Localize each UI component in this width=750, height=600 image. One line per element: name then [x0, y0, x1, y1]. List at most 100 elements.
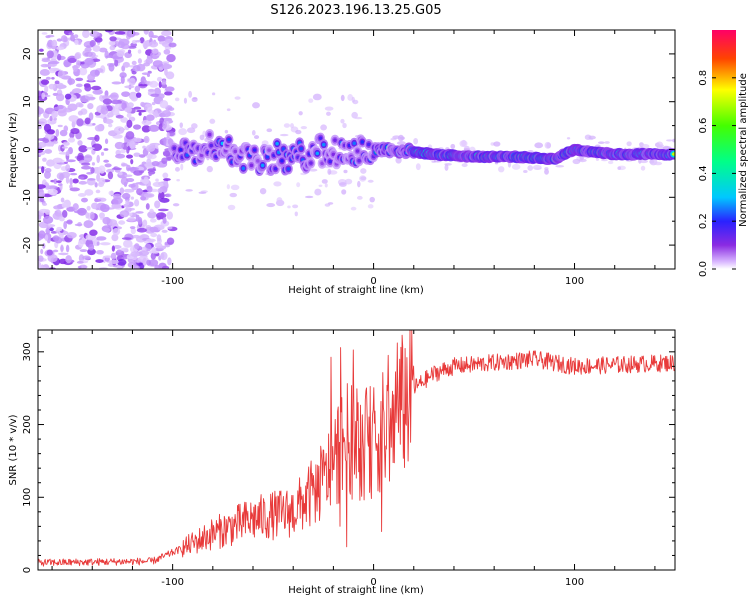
snr-xlabel: Height of straight line (km) [288, 585, 424, 596]
heatmap-cell [148, 41, 159, 48]
heatmap-cell [283, 123, 291, 128]
heatmap-cell [275, 141, 279, 146]
heatmap-cell [38, 141, 47, 148]
heatmap-cell [94, 198, 102, 203]
heatmap-cell [121, 256, 128, 260]
heatmap-cell [125, 131, 135, 140]
heatmap-cell [44, 85, 49, 93]
heatmap-cell [77, 266, 82, 269]
heatmap-cell [49, 227, 54, 232]
heatmap-cell [135, 39, 141, 43]
heatmap-cell [51, 110, 58, 119]
heatmap-cell [140, 195, 147, 201]
heatmap-cell [148, 124, 160, 132]
heatmap-cell [146, 73, 151, 77]
heatmap-cell [80, 95, 91, 103]
heatmap-cell [59, 173, 64, 181]
heatmap-cell [148, 173, 152, 177]
spectrogram-ytick-label: 20 [22, 48, 33, 61]
colorbar-tick-label: 0.8 [698, 70, 709, 86]
heatmap-cell [61, 202, 67, 208]
heatmap-cell [94, 37, 103, 43]
heatmap-cell [198, 191, 207, 195]
heatmap-cell [122, 61, 130, 68]
heatmap-cell [84, 84, 92, 92]
heatmap-cell [61, 210, 68, 218]
heatmap-cell [54, 209, 62, 217]
heatmap-cell [132, 64, 141, 72]
spectrogram-xlabel: Height of straight line (km) [288, 285, 424, 296]
heatmap-cell [595, 157, 600, 162]
heatmap-cell [109, 45, 116, 51]
heatmap-cell [146, 238, 156, 243]
heatmap-cell [178, 147, 183, 152]
heatmap-cell [143, 79, 147, 83]
heatmap-cell [95, 115, 106, 119]
heatmap-cell [119, 72, 127, 79]
heatmap-cell [154, 109, 159, 118]
heatmap-cell [151, 246, 157, 254]
heatmap-cell [126, 112, 132, 118]
heatmap-cell [276, 197, 283, 204]
snr-panel: -100 0 100 0 100 200 300 Height of strai… [8, 329, 676, 596]
heatmap-cell [60, 244, 64, 253]
heatmap-cell [125, 200, 130, 206]
heatmap-cell [160, 251, 168, 261]
heatmap-cell [298, 111, 303, 116]
heatmap-cell [46, 226, 51, 230]
heatmap-cell [165, 39, 173, 43]
heatmap-cell [84, 117, 91, 125]
heatmap-cell [350, 206, 357, 211]
heatmap-cell [151, 48, 159, 54]
heatmap-cell [120, 75, 125, 84]
heatmap-cell [148, 259, 159, 267]
heatmap-cell [155, 142, 159, 150]
heatmap-cell [111, 203, 122, 209]
heatmap-cell [91, 85, 102, 91]
heatmap-cell [138, 83, 148, 87]
heatmap-cell [135, 235, 146, 243]
heatmap-cell [57, 124, 63, 128]
heatmap-cell [166, 211, 173, 220]
heatmap-cell [84, 189, 94, 196]
heatmap-cell [108, 40, 116, 46]
heatmap-cell [61, 146, 68, 149]
heatmap-cell [162, 120, 167, 129]
heatmap-cell [67, 57, 77, 63]
heatmap-cell [100, 107, 109, 115]
heatmap-cell [111, 167, 123, 171]
heatmap-cell [38, 107, 45, 115]
heatmap-cell [126, 154, 133, 159]
heatmap-cell [58, 151, 69, 155]
heatmap-cell [666, 139, 673, 142]
heatmap-cell [300, 126, 308, 130]
heatmap-cell [352, 99, 359, 105]
heatmap-cell [161, 157, 168, 164]
heatmap-cell [85, 147, 95, 150]
heatmap-cell [367, 204, 374, 209]
heatmap-cell [135, 92, 142, 98]
heatmap-cell [352, 141, 357, 146]
heatmap-cell [511, 163, 521, 170]
heatmap-cell [133, 137, 142, 143]
heatmap-cell [108, 94, 118, 98]
heatmap-cell [172, 146, 177, 150]
heatmap-cell [142, 257, 148, 266]
heatmap-cell [192, 97, 198, 100]
heatmap-cell [117, 259, 127, 266]
heatmap-cell [118, 171, 123, 176]
heatmap-cell [273, 181, 282, 187]
heatmap-cell [273, 166, 278, 171]
heatmap-cell [318, 136, 323, 140]
heatmap-cell [165, 71, 175, 80]
heatmap-cell [86, 45, 92, 48]
heatmap-cell [150, 35, 159, 39]
heatmap-cell [147, 211, 157, 219]
heatmap-cell [44, 148, 53, 154]
heatmap-cell [92, 89, 103, 95]
spectrogram-content [38, 30, 675, 269]
heatmap-cell [78, 145, 88, 153]
heatmap-cell [42, 215, 54, 224]
heatmap-cell [82, 49, 92, 58]
heatmap-cell [185, 153, 189, 157]
